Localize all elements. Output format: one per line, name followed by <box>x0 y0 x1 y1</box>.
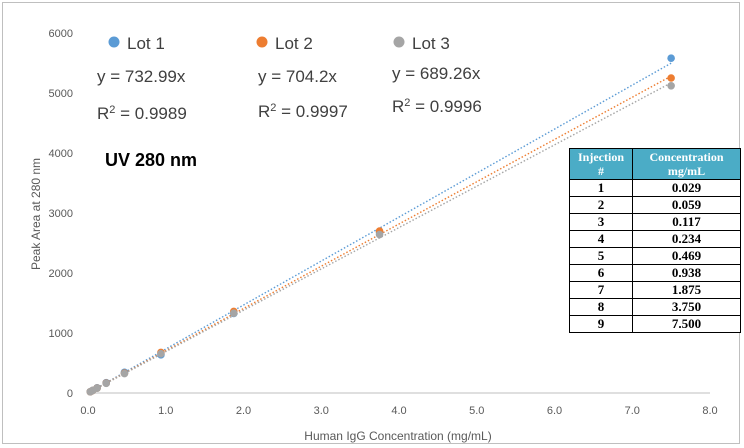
legend-label: Lot 1 <box>127 34 165 53</box>
legend-marker <box>393 36 405 48</box>
data-point <box>102 379 110 388</box>
uv-annotation: UV 280 nm <box>105 150 197 170</box>
x-tick-label: 4.0 <box>391 405 406 417</box>
r-squared-label: R2 = 0.9997 <box>258 102 348 121</box>
x-axis-title: Human IgG Concentration (mg/mL) <box>304 429 491 443</box>
concentration-header: Concentration mg/mL <box>632 148 741 180</box>
table-row: 6 0.938 <box>569 264 741 282</box>
y-tick-label: 2000 <box>49 268 73 280</box>
y-tick-label: 0 <box>67 388 73 400</box>
concentration-cell: 0.469 <box>632 247 741 265</box>
trendline-equation: y = 689.26x <box>392 64 481 83</box>
y-tick-label: 3000 <box>49 208 73 220</box>
table-row: 2 0.059 <box>569 196 741 214</box>
injection-cell: 4 <box>569 230 633 248</box>
injection-cell: 8 <box>569 298 633 316</box>
concentration-cell: 0.234 <box>632 230 741 248</box>
x-tick-label: 2.0 <box>236 405 251 417</box>
concentration-header-line2: mg/mL <box>667 164 706 178</box>
concentration-cell: 3.750 <box>632 298 741 316</box>
injection-table: Injection # Concentration mg/mL 1 0.029 2… <box>569 148 741 333</box>
y-axis-title: Peak Area at 280 nm <box>29 158 43 270</box>
axes: 0.0 1.0 2.0 3.0 4.0 5.0 6.0 7.0 8.0 0 1000 2000 3000… <box>49 28 718 417</box>
injection-header-line1: Injection <box>578 150 624 164</box>
x-tick-label: 3.0 <box>314 405 329 417</box>
legend: Lot 1 Lot 2 Lot 3 <box>108 34 450 53</box>
r-squared-label: R2 = 0.9996 <box>392 97 482 116</box>
legend-label: Lot 2 <box>275 34 313 53</box>
trendline <box>87 75 672 394</box>
data-point <box>667 54 675 62</box>
data-point <box>93 384 101 392</box>
concentration-cell: 7.500 <box>632 315 741 333</box>
concentration-cell: 0.938 <box>632 264 741 282</box>
y-tick-label: 4000 <box>49 148 73 160</box>
data-point <box>667 74 675 82</box>
data-point <box>375 230 384 239</box>
legend-marker <box>108 36 120 48</box>
y-tick-label: 6000 <box>49 28 73 40</box>
x-tick-label: 8.0 <box>702 405 717 417</box>
concentration-cell: 0.029 <box>632 179 741 197</box>
data-points <box>86 54 675 396</box>
data-point <box>120 369 129 378</box>
x-tick-label: 0.0 <box>80 405 95 417</box>
injection-header: Injection # <box>569 148 633 180</box>
table-row: 5 0.469 <box>569 247 741 265</box>
injection-cell: 7 <box>569 281 633 299</box>
concentration-cell: 1.875 <box>632 281 741 299</box>
trendline-equation: y = 732.99x <box>97 67 186 86</box>
data-point <box>667 82 675 90</box>
data-point <box>157 349 165 358</box>
injection-header-line2: # <box>598 164 604 178</box>
y-tick-label: 1000 <box>49 328 73 340</box>
table-row: 1 0.029 <box>569 179 741 197</box>
legend-marker <box>256 36 268 48</box>
injection-cell: 2 <box>569 196 633 214</box>
table-row: 8 3.750 <box>569 298 741 316</box>
injection-cell: 1 <box>569 179 633 197</box>
table-header-row: Injection # Concentration mg/mL <box>569 148 741 180</box>
concentration-header-line1: Concentration <box>649 150 724 164</box>
injection-cell: 3 <box>569 213 633 231</box>
injection-cell: 9 <box>569 315 633 333</box>
y-tick-label: 5000 <box>49 88 73 100</box>
table-row: 7 1.875 <box>569 281 741 299</box>
trendline-equations: y = 732.99x R2 = 0.9989 y = 704.2x R2 = 0.9… <box>97 64 482 123</box>
x-tick-label: 7.0 <box>625 405 640 417</box>
table-row: 4 0.234 <box>569 230 741 248</box>
x-tick-label: 1.0 <box>158 405 173 417</box>
concentration-cell: 0.117 <box>632 213 741 231</box>
x-tick-label: 6.0 <box>547 405 562 417</box>
table-row: 9 7.500 <box>569 315 741 333</box>
table-row: 3 0.117 <box>569 213 741 231</box>
data-point <box>229 309 238 318</box>
legend-label: Lot 3 <box>412 34 450 53</box>
concentration-cell: 0.059 <box>632 196 741 214</box>
injection-cell: 5 <box>569 247 633 265</box>
r-squared-label: R2 = 0.9989 <box>97 104 187 123</box>
injection-cell: 6 <box>569 264 633 282</box>
trendline-equation: y = 704.2x <box>258 67 337 86</box>
x-tick-label: 5.0 <box>469 405 484 417</box>
